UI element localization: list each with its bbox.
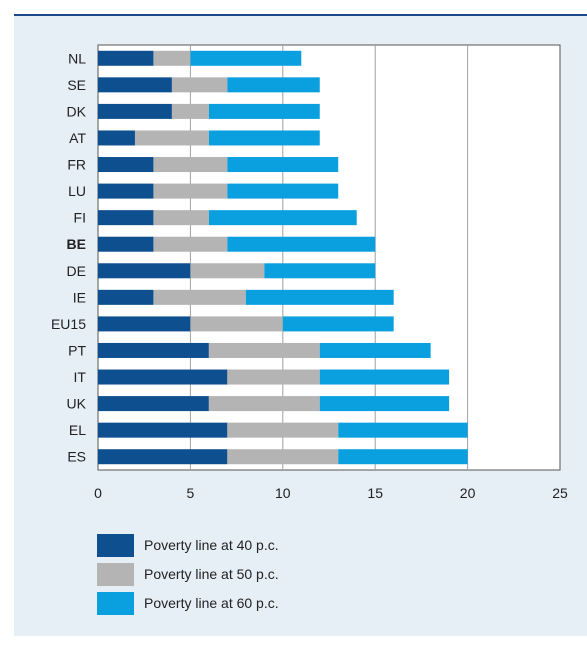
bar-segment <box>98 50 154 66</box>
bar-segment <box>153 183 228 199</box>
legend-item: Poverty line at 60 p.c. <box>97 591 279 615</box>
bar-segment <box>208 103 320 119</box>
y-tick-label: IT <box>74 369 87 385</box>
bar-segment <box>98 236 154 252</box>
x-axis-labels: 0 5 10 15 20 25 <box>94 485 568 501</box>
legend-item: Poverty line at 50 p.c. <box>97 562 279 586</box>
bar-segment <box>153 210 209 226</box>
bar-segment <box>98 183 154 199</box>
bar-segment <box>153 157 228 173</box>
bar-segment <box>98 369 228 385</box>
y-tick-label: IE <box>73 289 86 305</box>
bar-segment <box>208 130 320 146</box>
bar-segment <box>227 77 320 93</box>
bar-segment <box>153 50 191 66</box>
bar-segment <box>338 449 468 465</box>
y-tick-label: FR <box>67 157 86 173</box>
bar-segment <box>190 50 302 66</box>
y-tick-label: PT <box>68 342 86 358</box>
bar-segment <box>227 236 376 252</box>
top-rule <box>14 14 587 16</box>
bar-segment <box>190 263 265 279</box>
bar-segment <box>98 130 135 146</box>
legend: Poverty line at 40 p.c. Poverty line at 5… <box>97 533 279 620</box>
bar-segment <box>208 396 320 412</box>
legend-item: Poverty line at 40 p.c. <box>97 533 279 557</box>
bar-segment <box>319 342 431 358</box>
bar-segment <box>98 157 154 173</box>
bar-segment <box>319 369 450 385</box>
bar-segment <box>153 289 246 305</box>
bar-segment <box>227 449 339 465</box>
x-tick-label: 0 <box>94 485 102 501</box>
x-tick-label: 10 <box>275 485 291 501</box>
legend-swatch <box>97 562 134 586</box>
bar-segment <box>98 396 209 412</box>
y-tick-label: EU15 <box>51 316 86 332</box>
bar-segment <box>282 316 394 332</box>
y-axis-labels: NL SE DK AT FR LU FI BE DE IE EU15 PT IT UK EL ES <box>51 50 87 464</box>
bar-segment <box>338 422 468 438</box>
x-tick-label: 15 <box>367 485 383 501</box>
bar-segment <box>98 289 154 305</box>
bar-segment <box>208 342 320 358</box>
x-tick-label: 20 <box>460 485 476 501</box>
legend-swatch <box>97 533 134 557</box>
bar-segment <box>171 103 209 119</box>
legend-swatch <box>97 591 134 615</box>
bar-segment <box>98 103 172 119</box>
y-tick-label: SE <box>67 77 86 93</box>
bar-segment <box>227 183 339 199</box>
legend-label: Poverty line at 60 p.c. <box>144 595 279 611</box>
bar-segment <box>153 236 228 252</box>
y-tick-label: UK <box>67 396 87 412</box>
bar-segment <box>98 77 172 93</box>
y-tick-label: DE <box>67 263 86 279</box>
bar-segment <box>98 449 228 465</box>
bar-segment <box>171 77 228 93</box>
bar-segment <box>134 130 209 146</box>
y-tick-label: DK <box>67 103 87 119</box>
y-tick-label: FI <box>74 210 86 226</box>
bar-segment <box>98 316 191 332</box>
bars <box>98 50 468 465</box>
bar-segment <box>245 289 394 305</box>
bar-segment <box>227 369 320 385</box>
x-tick-label: 25 <box>552 485 568 501</box>
bar-segment <box>264 263 376 279</box>
y-tick-label: NL <box>68 50 86 66</box>
bar-segment <box>98 342 209 358</box>
y-tick-label: EL <box>69 422 86 438</box>
legend-label: Poverty line at 40 p.c. <box>144 537 279 553</box>
legend-label: Poverty line at 50 p.c. <box>144 566 279 582</box>
x-tick-label: 5 <box>187 485 195 501</box>
y-tick-label: BE <box>67 236 86 252</box>
bar-segment <box>98 210 154 226</box>
y-tick-label: ES <box>67 449 86 465</box>
bar-segment <box>227 422 339 438</box>
y-tick-label: AT <box>69 130 86 146</box>
bar-segment <box>98 422 228 438</box>
bar-segment <box>319 396 450 412</box>
bar-segment <box>98 263 191 279</box>
bar-segment <box>208 210 357 226</box>
bar-segment <box>190 316 283 332</box>
y-tick-label: LU <box>68 183 86 199</box>
bar-segment <box>227 157 339 173</box>
